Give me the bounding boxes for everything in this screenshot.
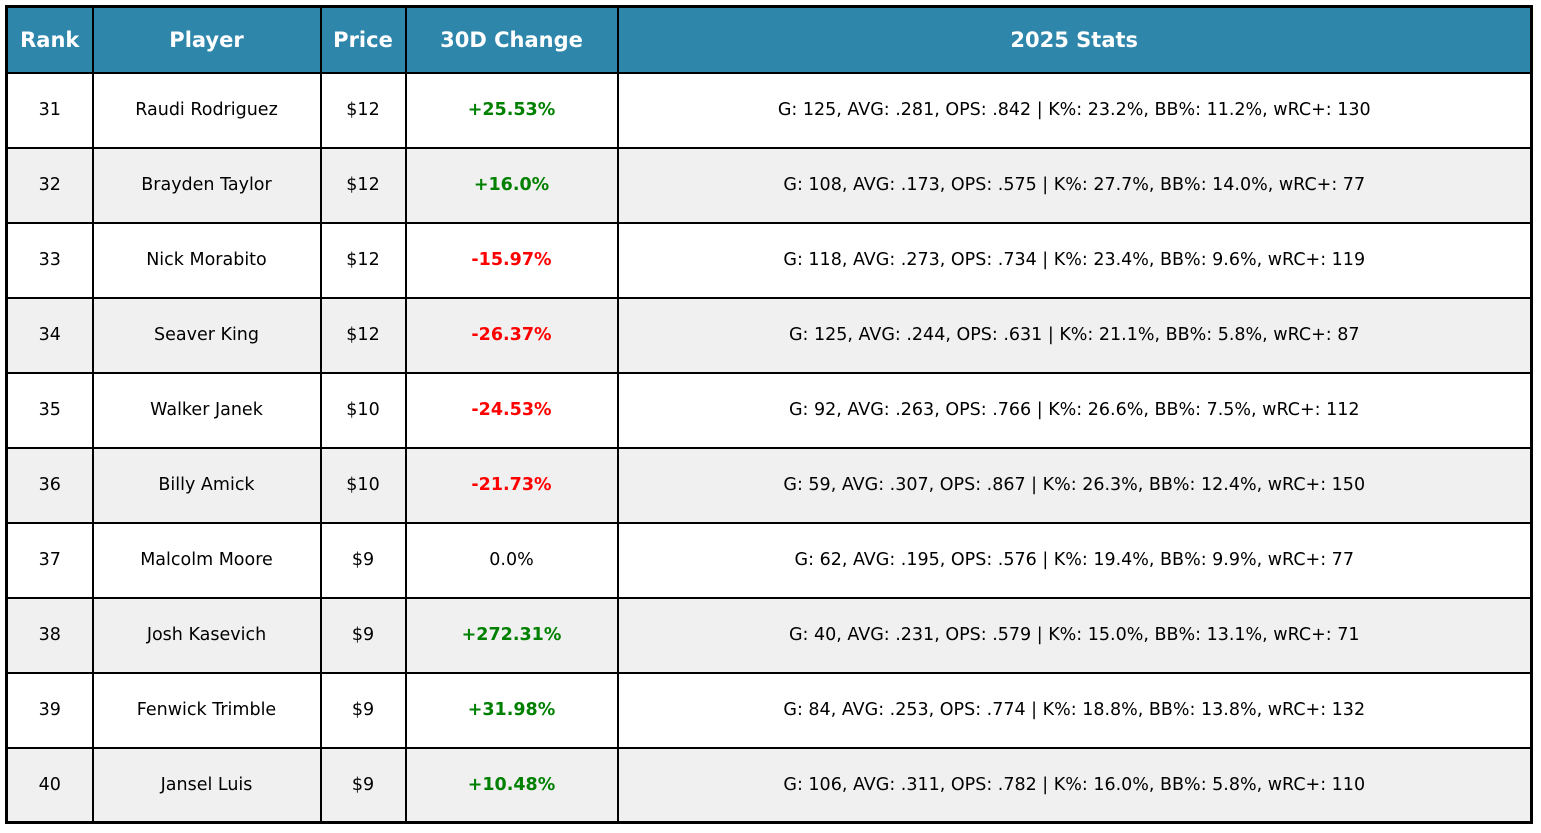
stats-cell: G: 125, AVG: .281, OPS: .842 | K%: 23.2%…: [616, 71, 1533, 149]
table-row: 39 Fenwick Trimble $9 +31.98% G: 84, AVG…: [5, 671, 1533, 749]
table-row: 35 Walker Janek $10 -24.53% G: 92, AVG: …: [5, 371, 1533, 449]
header-cell-rank: Rank: [5, 5, 94, 74]
change-cell: -15.97%: [404, 221, 619, 299]
change-value: +25.53%: [467, 100, 556, 120]
table-header: Rank Player Price 30D Change 2025 Stats: [5, 5, 1533, 74]
table-row: 38 Josh Kasevich $9 +272.31% G: 40, AVG:…: [5, 596, 1533, 674]
stats-cell: G: 84, AVG: .253, OPS: .774 | K%: 18.8%,…: [616, 671, 1533, 749]
price-cell: $12: [319, 71, 407, 149]
rank-cell: 38: [5, 596, 94, 674]
price-cell: $12: [319, 296, 407, 374]
price-cell: $9: [319, 671, 407, 749]
table-row: 36 Billy Amick $10 -21.73% G: 59, AVG: .…: [5, 446, 1533, 524]
header-cell-player: Player: [91, 5, 322, 74]
header-cell-stats: 2025 Stats: [616, 5, 1533, 74]
stats-cell: G: 59, AVG: .307, OPS: .867 | K%: 26.3%,…: [616, 446, 1533, 524]
table-row: 40 Jansel Luis $9 +10.48% G: 106, AVG: .…: [5, 746, 1533, 824]
rank-cell: 37: [5, 521, 94, 599]
rank-cell: 39: [5, 671, 94, 749]
rank-cell: 32: [5, 146, 94, 224]
change-cell: -21.73%: [404, 446, 619, 524]
price-cell: $12: [319, 146, 407, 224]
price-cell: $10: [319, 371, 407, 449]
change-cell: -26.37%: [404, 296, 619, 374]
price-cell: $10: [319, 446, 407, 524]
table-header-row: Rank Player Price 30D Change 2025 Stats: [5, 5, 1533, 74]
table-row: 32 Brayden Taylor $12 +16.0% G: 108, AVG…: [5, 146, 1533, 224]
change-cell: +31.98%: [404, 671, 619, 749]
rank-cell: 35: [5, 371, 94, 449]
player-cell: Josh Kasevich: [91, 596, 322, 674]
table-row: 37 Malcolm Moore $9 0.0% G: 62, AVG: .19…: [5, 521, 1533, 599]
player-cell: Nick Morabito: [91, 221, 322, 299]
player-rankings-table: Rank Player Price 30D Change 2025 Stats …: [5, 5, 1533, 824]
change-cell: 0.0%: [404, 521, 619, 599]
player-cell: Raudi Rodriguez: [91, 71, 322, 149]
rank-cell: 34: [5, 296, 94, 374]
table-row: 31 Raudi Rodriguez $12 +25.53% G: 125, A…: [5, 71, 1533, 149]
change-cell: +16.0%: [404, 146, 619, 224]
stats-cell: G: 118, AVG: .273, OPS: .734 | K%: 23.4%…: [616, 221, 1533, 299]
change-value: +272.31%: [461, 625, 562, 645]
change-value: +10.48%: [467, 774, 556, 795]
rank-cell: 31: [5, 71, 94, 149]
change-cell: +10.48%: [404, 746, 619, 824]
price-cell: $9: [319, 746, 407, 824]
player-cell: Jansel Luis: [91, 746, 322, 824]
table-row: 34 Seaver King $12 -26.37% G: 125, AVG: …: [5, 296, 1533, 374]
change-value: 0.0%: [489, 550, 534, 570]
table-body: 31 Raudi Rodriguez $12 +25.53% G: 125, A…: [5, 71, 1533, 824]
player-cell: Seaver King: [91, 296, 322, 374]
stats-cell: G: 62, AVG: .195, OPS: .576 | K%: 19.4%,…: [616, 521, 1533, 599]
rank-cell: 40: [5, 746, 94, 824]
price-cell: $12: [319, 221, 407, 299]
player-cell: Malcolm Moore: [91, 521, 322, 599]
change-cell: +25.53%: [404, 71, 619, 149]
player-cell: Fenwick Trimble: [91, 671, 322, 749]
price-cell: $9: [319, 521, 407, 599]
change-value: -21.73%: [471, 475, 552, 495]
stats-cell: G: 125, AVG: .244, OPS: .631 | K%: 21.1%…: [616, 296, 1533, 374]
change-cell: -24.53%: [404, 371, 619, 449]
stats-cell: G: 106, AVG: .311, OPS: .782 | K%: 16.0%…: [616, 746, 1533, 824]
change-value: -26.37%: [471, 325, 552, 345]
change-value: +31.98%: [467, 700, 556, 720]
stats-cell: G: 108, AVG: .173, OPS: .575 | K%: 27.7%…: [616, 146, 1533, 224]
change-cell: +272.31%: [404, 596, 619, 674]
header-cell-change: 30D Change: [404, 5, 619, 74]
header-cell-price: Price: [319, 5, 407, 74]
player-cell: Billy Amick: [91, 446, 322, 524]
table-row: 33 Nick Morabito $12 -15.97% G: 118, AVG…: [5, 221, 1533, 299]
price-cell: $9: [319, 596, 407, 674]
change-value: -15.97%: [471, 250, 552, 270]
player-cell: Brayden Taylor: [91, 146, 322, 224]
stats-cell: G: 40, AVG: .231, OPS: .579 | K%: 15.0%,…: [616, 596, 1533, 674]
player-cell: Walker Janek: [91, 371, 322, 449]
rank-cell: 33: [5, 221, 94, 299]
change-value: -24.53%: [471, 400, 552, 420]
rank-cell: 36: [5, 446, 94, 524]
change-value: +16.0%: [473, 175, 550, 195]
stats-cell: G: 92, AVG: .263, OPS: .766 | K%: 26.6%,…: [616, 371, 1533, 449]
